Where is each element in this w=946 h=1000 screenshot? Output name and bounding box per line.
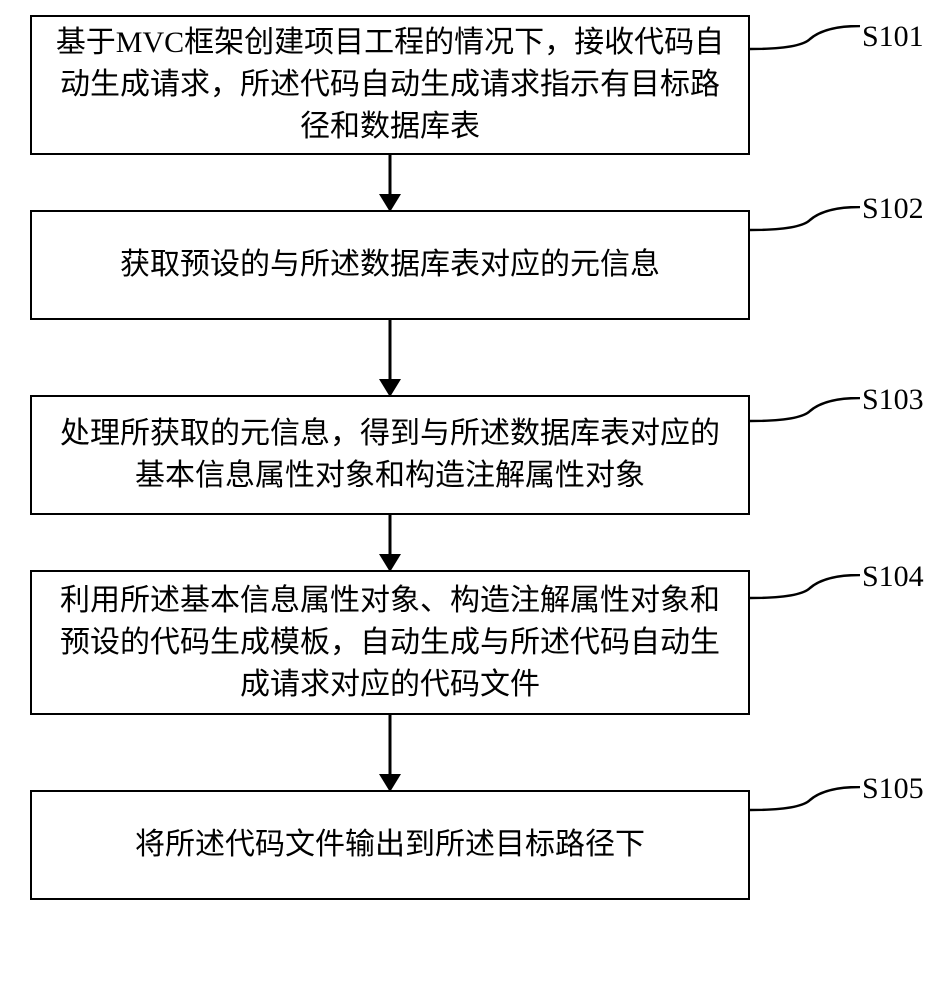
arrow-3-4 [30, 515, 750, 570]
label-s104: S104 [862, 560, 924, 594]
connector-s103 [750, 397, 865, 432]
step-s103-text: 处理所获取的元信息，得到与所述数据库表对应的基本信息属性对象和构造注解属性对象 [47, 413, 733, 497]
step-s101: 基于MVC框架创建项目工程的情况下，接收代码自动生成请求，所述代码自动生成请求指… [30, 15, 920, 155]
arrow-1-2 [30, 155, 750, 210]
step-s105: 将所述代码文件输出到所述目标路径下 S105 [30, 790, 920, 900]
step-s104: 利用所述基本信息属性对象、构造注解属性对象和预设的代码生成模板，自动生成与所述代… [30, 570, 920, 715]
connector-s105 [750, 786, 865, 821]
arrow-2-3 [30, 320, 750, 395]
label-s102: S102 [862, 192, 924, 226]
flowchart-container: 基于MVC框架创建项目工程的情况下，接收代码自动生成请求，所述代码自动生成请求指… [30, 15, 920, 900]
label-s105: S105 [862, 772, 924, 806]
step-s104-text: 利用所述基本信息属性对象、构造注解属性对象和预设的代码生成模板，自动生成与所述代… [47, 580, 733, 706]
step-s102-text: 获取预设的与所述数据库表对应的元信息 [120, 244, 660, 286]
step-s103: 处理所获取的元信息，得到与所述数据库表对应的基本信息属性对象和构造注解属性对象 … [30, 395, 920, 515]
connector-s101 [750, 25, 865, 60]
label-s103: S103 [862, 383, 924, 417]
arrow-4-5 [30, 715, 750, 790]
connector-s104 [750, 574, 865, 609]
label-s101: S101 [862, 20, 924, 54]
step-s102: 获取预设的与所述数据库表对应的元信息 S102 [30, 210, 920, 320]
step-s105-text: 将所述代码文件输出到所述目标路径下 [135, 824, 645, 866]
step-s101-text: 基于MVC框架创建项目工程的情况下，接收代码自动生成请求，所述代码自动生成请求指… [47, 22, 733, 148]
connector-s102 [750, 206, 865, 241]
